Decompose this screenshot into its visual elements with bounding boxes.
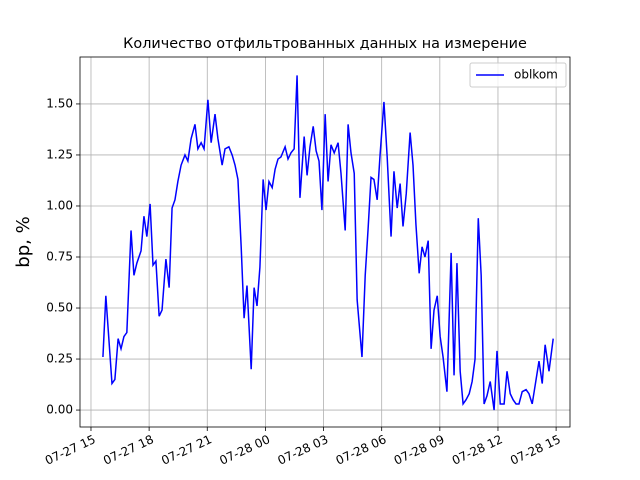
y-tick-label: 0.50 xyxy=(46,301,73,315)
y-tick-label: 1.25 xyxy=(46,147,73,161)
x-tick-label: 07-28 09 xyxy=(392,432,447,467)
x-tick-label: 07-27 15 xyxy=(43,432,98,467)
legend-box xyxy=(469,62,567,88)
x-tick-label: 07-28 06 xyxy=(334,432,389,467)
y-tick-label: 0.00 xyxy=(46,403,73,417)
y-tick-label: 1.00 xyxy=(46,198,73,212)
x-tick-label: 07-28 12 xyxy=(450,432,505,467)
x-tick-label: 07-27 21 xyxy=(159,432,214,467)
data-line xyxy=(102,75,554,411)
x-tick-label: 07-28 15 xyxy=(508,432,563,467)
y-tick-label: 1.50 xyxy=(46,96,73,110)
legend-label: oblkom xyxy=(514,68,558,82)
y-tick-label: 0.25 xyxy=(46,352,73,366)
y-tick-label: 0.75 xyxy=(46,250,73,264)
x-tick-label: 07-28 03 xyxy=(275,432,330,467)
x-tick-label: 07-27 18 xyxy=(101,432,156,467)
x-tick-label: 07-28 00 xyxy=(217,432,272,467)
axes-frame xyxy=(79,56,571,428)
y-axis-label: bp, % xyxy=(13,216,34,267)
chart-title: Количество отфильтрованных данных на изм… xyxy=(123,36,527,52)
